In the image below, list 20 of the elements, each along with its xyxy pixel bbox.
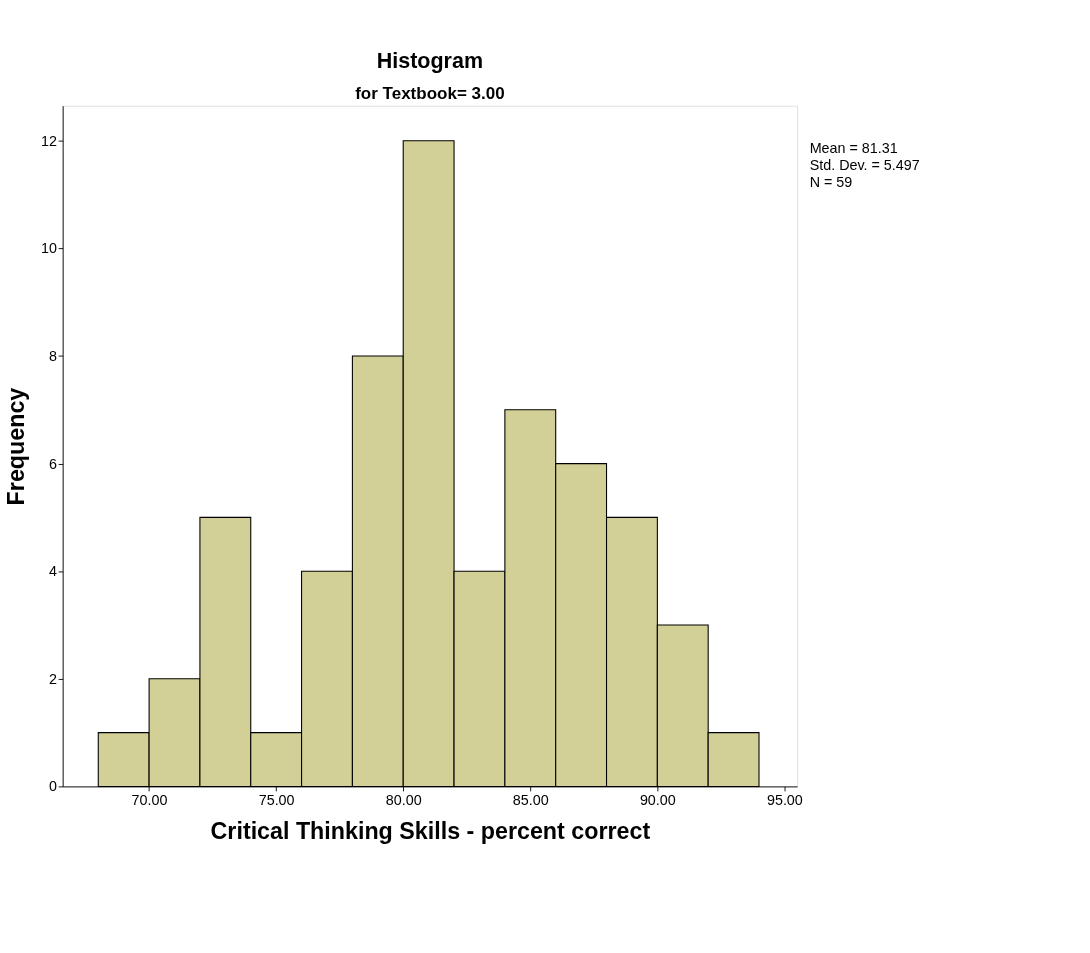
x-tick-label: 90.00 [639,791,676,808]
text: Std. Dev. = 5.497 [809,157,920,174]
x-tick-label: 75.00 [258,791,295,808]
chart-title: Histogram [376,49,484,74]
y-tick-label: 0 [48,778,57,795]
y-tick-label: 4 [48,563,57,580]
y-axis-title: Frequency [2,387,29,506]
y-tick-label: 6 [48,455,57,472]
x-tick-label: 80.00 [385,791,422,808]
y-tick-label: 10 [40,240,57,257]
x-tick-label: 85.00 [512,791,549,808]
y-tick-label: 8 [48,347,57,364]
x-axis-title: Critical Thinking Skills - percent correct [210,817,651,844]
y-tick-label: 2 [48,670,57,687]
text: N = 59 [809,174,853,191]
x-tick-label: 70.00 [131,791,168,808]
x-tick-label: 95.00 [766,791,803,808]
chart-subtitle: for Textbook= 3.00 [355,83,505,103]
y-tick-label: 12 [40,132,57,149]
text: Mean = 81.31 [809,140,898,157]
